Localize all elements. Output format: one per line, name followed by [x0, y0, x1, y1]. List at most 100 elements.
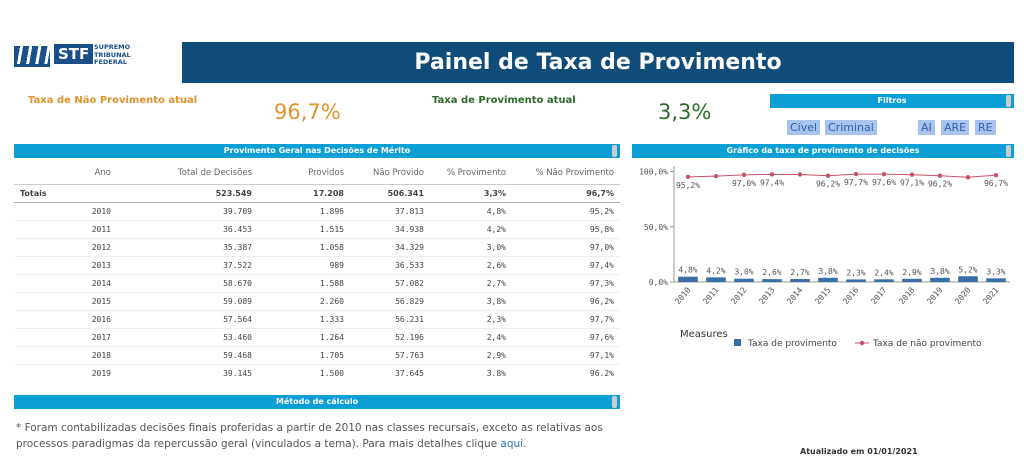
table-cell: 34.329	[350, 238, 430, 257]
bar	[958, 276, 978, 282]
table-cell: 3,8%	[430, 292, 512, 311]
data-label: 3,0%	[734, 268, 753, 277]
table-cell: 989	[258, 256, 350, 275]
bar	[734, 278, 754, 282]
logo-line: SUPREMO	[94, 43, 131, 51]
table-cell: 37.522	[117, 256, 258, 275]
table-cell: 2016	[14, 310, 117, 329]
y-tick-label: 100,0%	[639, 168, 668, 177]
totals-cell: 96,7%	[512, 184, 620, 203]
logo-mark	[14, 46, 50, 67]
table-cell: 2019	[14, 364, 117, 376]
x-tick-label: 2019	[925, 285, 944, 306]
filter-button[interactable]: ARE	[941, 120, 970, 135]
column-header: Ano	[14, 162, 117, 185]
table-cell: 2,7%	[430, 274, 512, 293]
filter-button[interactable]: AI	[918, 120, 935, 135]
x-tick-label: 2010	[673, 285, 692, 306]
method-title: Método de cálculo	[14, 395, 620, 409]
data-label: 96,2%	[816, 180, 840, 189]
table-cell: 39.145	[117, 364, 258, 376]
footnote-link[interactable]: aqui	[500, 438, 524, 450]
updated: Atualizado em 01/01/2021	[800, 447, 918, 456]
table-row: 2014 58.670 1.588 57.082 2,7% 97,3%	[14, 274, 620, 293]
table-cell: 2,9%	[430, 346, 512, 365]
x-tick-label: 2015	[813, 285, 832, 306]
line-point	[769, 172, 775, 177]
data-label: 3,8%	[818, 267, 837, 276]
column-header: % Não Provimento	[512, 162, 620, 185]
table-cell: 2014	[14, 274, 117, 293]
table-cell: 97,3%	[512, 274, 620, 293]
table-cell: 57.564	[117, 310, 258, 329]
column-header: Providos	[258, 162, 350, 185]
table-cell: 37.813	[350, 202, 430, 221]
table-row: 2019 39.145 1.500 37.645 3,8% 96,2%	[14, 364, 620, 376]
totals-cell: Totais	[14, 184, 117, 203]
table-row: 2018 59.468 1.705 57.763 2,9% 97,1%	[14, 346, 620, 365]
x-tick-label: 2014	[785, 285, 804, 306]
legend-label: Taxa de provimento	[747, 339, 837, 349]
y-tick-label: 50,0%	[644, 223, 668, 232]
table-cell: 2013	[14, 256, 117, 275]
table-wrap: Ano Total de Decisões Providos Não Provido%…	[14, 162, 620, 376]
table-cell: 97,1%	[512, 346, 620, 365]
filter-button[interactable]: RE	[975, 120, 996, 135]
line-point	[965, 175, 971, 180]
filters-title: Filtros	[770, 94, 1014, 108]
data-label: 3,3%	[986, 267, 1005, 276]
bar	[790, 279, 810, 282]
data-label: 4,8%	[678, 266, 697, 275]
legend-label: Taxa de não provimento	[872, 339, 982, 349]
table-cell: 1.500	[258, 364, 350, 376]
table-cell: 56.829	[350, 292, 430, 311]
data-label: 2,4%	[874, 268, 893, 277]
column-header: Não Provido	[350, 162, 430, 185]
line-point	[909, 172, 915, 177]
table-cell: 53.460	[117, 328, 258, 347]
data-label: 4,2%	[706, 266, 725, 275]
data-label: 97,4%	[760, 178, 784, 187]
logo: STF SUPREMO TRIBUNAL FEDERAL	[14, 43, 144, 68]
footnote-end: .	[523, 438, 527, 450]
x-tick-label: 2016	[841, 285, 860, 306]
table-cell: 4,2%	[430, 220, 512, 239]
bar	[818, 277, 838, 282]
legend-swatch	[859, 340, 865, 346]
line	[687, 173, 997, 178]
x-tick-label: 2012	[729, 285, 748, 306]
x-tick-label: 2020	[953, 285, 972, 306]
table-row: 2015 59.089 2.260 56.829 3,8% 96,2%	[14, 292, 620, 311]
bar	[902, 278, 922, 282]
filter-button[interactable]: Cível	[787, 120, 821, 135]
table-cell: 2017	[14, 328, 117, 347]
totals-row: Totais 523.549 17.208 506.341 3,3% 96,7%	[14, 184, 620, 203]
table-cell: 97,6%	[512, 328, 620, 347]
filter-button[interactable]: Criminal	[825, 120, 877, 135]
data-table: Ano Total de Decisões Providos Não Provido%…	[14, 162, 620, 376]
data-label: 5,2%	[958, 265, 977, 274]
table-cell: 3,8%	[430, 364, 512, 376]
bar	[986, 278, 1006, 282]
line-point	[853, 171, 859, 177]
bar	[874, 279, 894, 282]
line-point	[685, 174, 691, 180]
data-label: 97,7%	[844, 178, 868, 187]
table-cell: 1.588	[258, 274, 350, 293]
chart: 0,0% 50,0% 100,0% 2010 2011 2012 2013 2014 2015 2…	[639, 166, 1010, 349]
totals-cell: 3,3%	[430, 184, 512, 203]
bar	[930, 277, 950, 282]
data-label: 3,8%	[930, 267, 949, 276]
kpi-value: 96,7%	[274, 100, 341, 124]
legend-swatch	[734, 339, 741, 346]
line-point	[797, 172, 803, 177]
table-cell: 56.231	[350, 310, 430, 329]
table-cell: 57.082	[350, 274, 430, 293]
totals-cell: 506.341	[350, 184, 430, 203]
line-point	[825, 173, 831, 178]
totals-cell: 17.208	[258, 184, 350, 203]
x-tick-label: 2021	[981, 285, 1000, 306]
data-label: 97,6%	[872, 178, 896, 187]
bar	[706, 277, 726, 282]
table-cell: 59.089	[117, 292, 258, 311]
